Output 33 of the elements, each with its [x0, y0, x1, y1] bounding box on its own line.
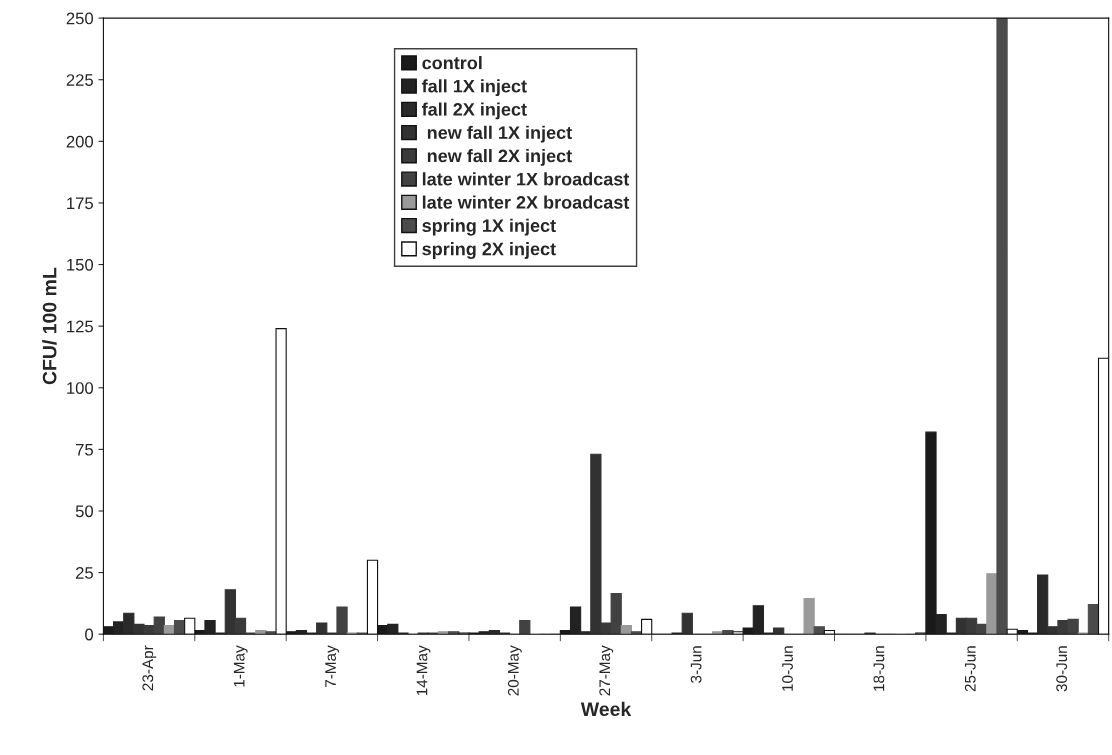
- x-tick-label: 20-May: [507, 645, 522, 696]
- x-tick-label: 14-May: [416, 645, 431, 696]
- y-tick-label: 200: [66, 135, 94, 148]
- legend-label: spring 1X inject: [422, 218, 556, 236]
- x-tick-label: 30-Jun: [1056, 646, 1068, 692]
- y-tick-label: 225: [66, 74, 93, 86]
- y-tick-label: 125: [67, 320, 93, 333]
- legend-label: spring 2X inject: [422, 242, 556, 259]
- y-tick-label: 0: [85, 628, 94, 641]
- legend-label: late winter 1X broadcast: [422, 172, 630, 186]
- x-tick-label: 10-Jun: [782, 646, 793, 691]
- y-tick-label: 75: [76, 443, 93, 456]
- x-tick-label: 7-May: [325, 645, 339, 687]
- legend-label: fall 1X inject: [421, 79, 527, 97]
- legend-label: fall 2X inject: [421, 102, 527, 120]
- x-tick-label: 27-May: [599, 645, 614, 696]
- x-tick-label: 18-Jun: [873, 646, 885, 691]
- y-tick-label: 150: [67, 258, 94, 271]
- y-tick-label: 25: [76, 566, 93, 579]
- x-tick-label: 1-May: [233, 645, 248, 687]
- y-tick-label: 100: [67, 382, 94, 394]
- x-tick-label: 23-Apr: [142, 645, 157, 691]
- x-axis-title: Week: [580, 701, 632, 717]
- legend-label: late winter 2X broadcast: [422, 195, 630, 209]
- y-axis-title: CFU/ 100 mL: [42, 267, 57, 385]
- y-tick-label: 175: [67, 197, 93, 210]
- x-tick-label: 25-Jun: [964, 646, 976, 692]
- legend-label: control: [422, 56, 482, 70]
- y-tick-label: 250: [66, 12, 94, 25]
- x-tick-label: 3-Jun: [690, 646, 702, 683]
- legend-label: new fall 2X inject: [427, 149, 572, 166]
- legend-label: new fall 1X inject: [427, 125, 572, 143]
- y-tick-label: 50: [75, 505, 94, 518]
